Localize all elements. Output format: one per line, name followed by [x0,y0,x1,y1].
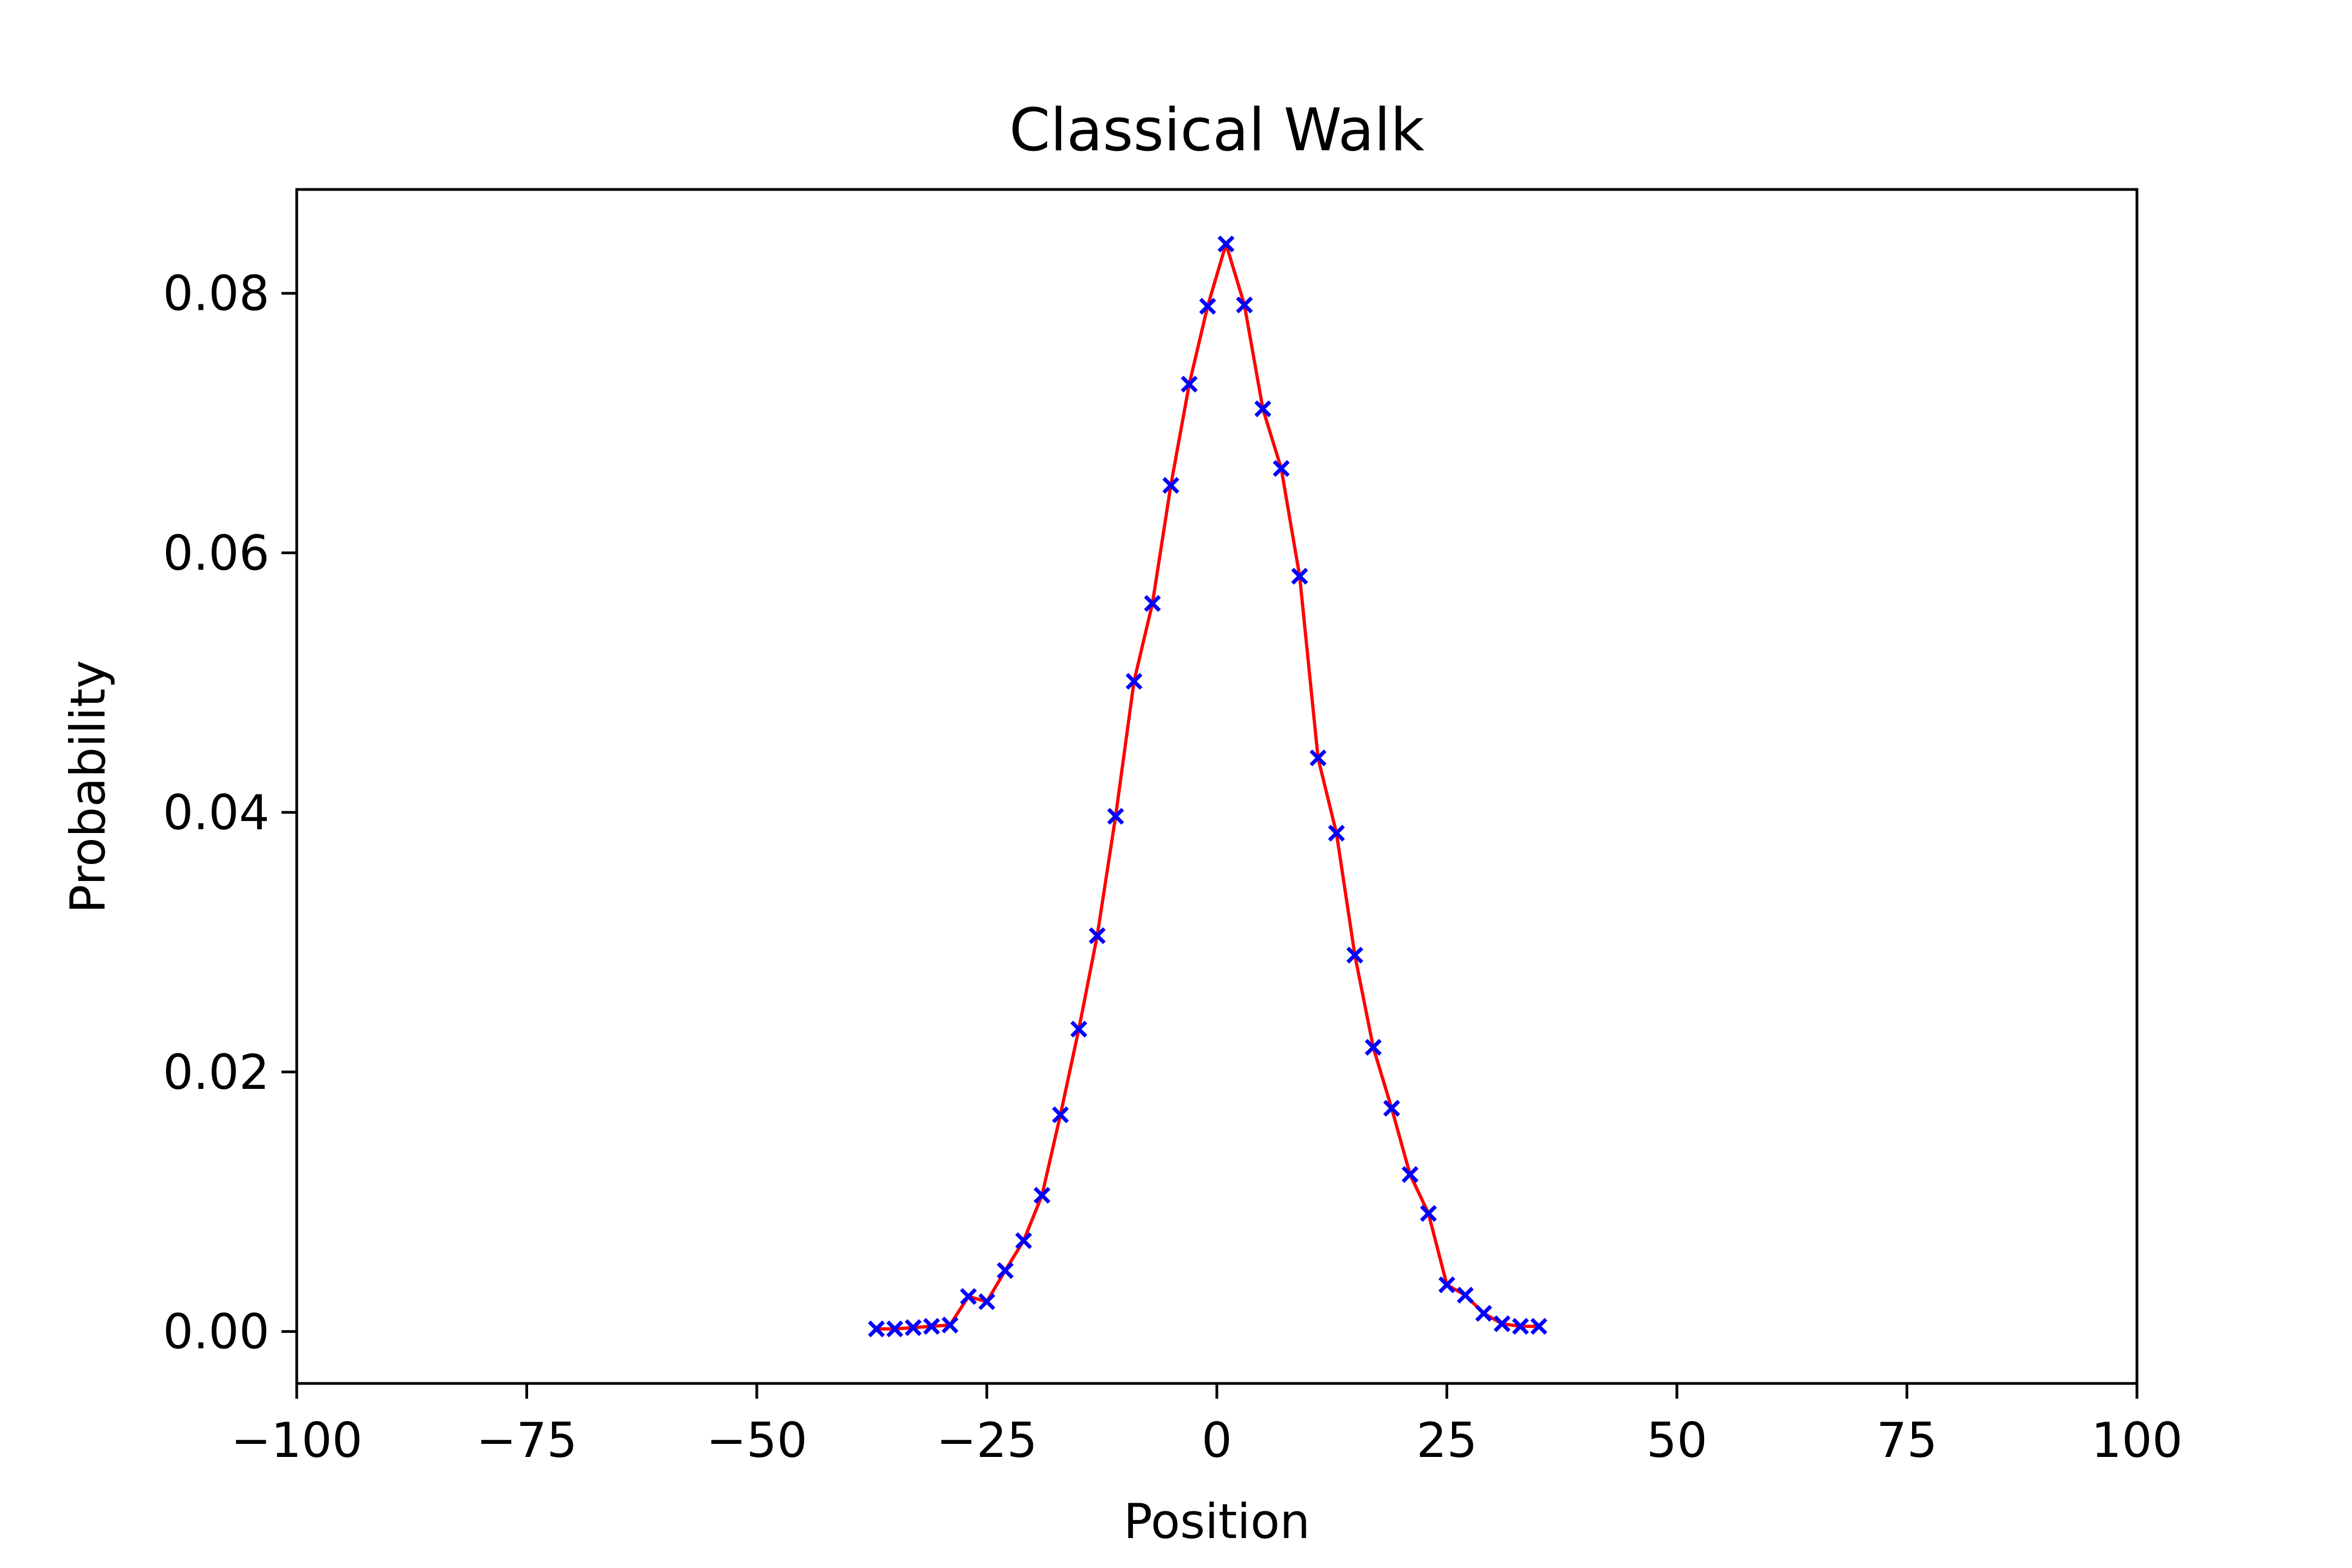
data-point-marker [1052,1106,1069,1124]
x-tick-label: 100 [2091,1412,2183,1468]
plot-area [295,188,2139,1385]
data-point-marker [1438,1276,1455,1294]
data-point-marker [923,1318,940,1335]
x-tick-label: 50 [1646,1412,1707,1468]
y-tick-label: 0.04 [163,785,270,841]
data-point-marker [1107,807,1124,825]
data-point-marker [1346,946,1363,964]
chart-title: Classical Walk [1009,96,1425,164]
data-point-marker [1088,927,1106,945]
x-axis-ticks: −100 −75 −50 −25 0 25 50 75 100 [231,1383,2183,1468]
data-point-marker [941,1316,959,1334]
data-point-marker [1456,1287,1474,1304]
y-axis-ticks: 0.00 0.02 0.04 0.06 0.08 [163,266,297,1360]
x-tick-label: 0 [1202,1412,1232,1468]
x-axis-label: Position [1124,1493,1310,1549]
data-point-marker [1401,1166,1419,1183]
data-point-marker [1383,1100,1400,1117]
data-point-marker [1180,376,1198,393]
data-point-marker [1475,1304,1492,1322]
data-point-marker [1033,1186,1051,1204]
y-tick-label: 0.00 [163,1304,270,1360]
data-point-marker [960,1288,977,1305]
data-point-marker [886,1320,903,1338]
data-point-marker [1272,460,1290,477]
data-point-marker [904,1319,922,1336]
data-point-marker [996,1262,1014,1279]
y-tick-label: 0.08 [163,266,270,322]
x-tick-label: 25 [1417,1412,1478,1468]
data-point-marker [1493,1315,1511,1332]
x-tick-label: −50 [706,1412,807,1468]
y-tick-label: 0.02 [163,1044,270,1100]
data-point-marker [978,1293,995,1310]
data-point-marker [1328,824,1345,842]
data-point-marker [1254,400,1271,418]
data-point-marker [1070,1020,1087,1038]
data-point-marker [1309,749,1327,767]
data-point-marker [1217,235,1235,253]
x-tick-label: −75 [476,1412,578,1468]
data-point-marker [1530,1318,1547,1335]
x-tick-label: −25 [936,1412,1038,1468]
series-layer [868,235,1547,1338]
data-point-marker [1125,672,1143,690]
data-point-marker [1291,567,1308,585]
x-tick-label: −100 [231,1412,363,1468]
data-point-marker [1144,595,1161,612]
data-point-marker [1199,298,1216,315]
data-point-marker [868,1320,885,1338]
y-tick-label: 0.06 [163,525,270,581]
data-point-marker [1236,296,1253,314]
data-point-marker [1512,1318,1529,1335]
data-point-marker [1364,1039,1382,1056]
data-point-marker [1420,1205,1437,1222]
data-point-marker [1162,477,1179,494]
x-tick-label: 75 [1877,1412,1938,1468]
data-point-marker [1015,1232,1032,1250]
y-axis-label: Probability [60,660,116,913]
